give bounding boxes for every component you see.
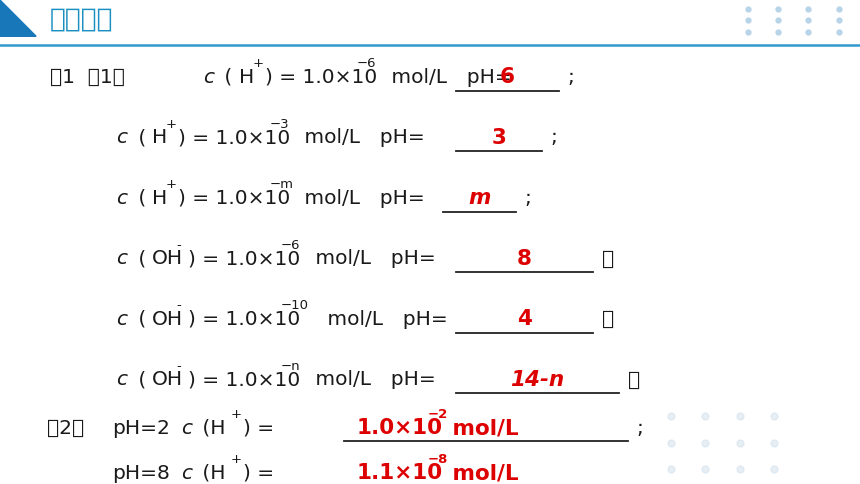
Text: 1.1×10: 1.1×10 <box>357 463 443 484</box>
Text: pH=: pH= <box>390 310 447 329</box>
Text: ) =: ) = <box>243 464 273 483</box>
Text: 。: 。 <box>628 370 640 390</box>
Text: −2: −2 <box>427 408 448 421</box>
Text: （2）: （2） <box>47 419 84 438</box>
Text: ) =: ) = <box>243 419 273 438</box>
Text: 典例解析: 典例解析 <box>50 6 114 32</box>
Text: c: c <box>116 310 127 329</box>
Text: pH=: pH= <box>378 370 435 390</box>
Text: mol/L: mol/L <box>298 189 360 208</box>
Text: -: - <box>176 360 181 373</box>
Text: (: ( <box>218 68 233 87</box>
Text: mol/L: mol/L <box>309 249 371 269</box>
Text: m: m <box>468 188 491 209</box>
Text: -: - <box>176 300 181 312</box>
Text: (: ( <box>132 310 146 329</box>
Text: −10: −10 <box>280 300 309 312</box>
Text: OH: OH <box>152 249 183 269</box>
Text: pH=: pH= <box>454 68 512 87</box>
Text: (: ( <box>132 128 146 148</box>
Text: +: + <box>166 179 177 191</box>
Text: mol/L: mol/L <box>298 128 360 148</box>
Text: c: c <box>181 419 192 438</box>
Text: ) = 1.0×10: ) = 1.0×10 <box>178 128 291 148</box>
Text: c: c <box>116 370 127 390</box>
Text: (H: (H <box>196 419 225 438</box>
Text: mol/L: mol/L <box>385 68 447 87</box>
Text: pH=: pH= <box>367 128 425 148</box>
Text: −n: −n <box>280 360 300 373</box>
Polygon shape <box>0 0 36 36</box>
Text: +: + <box>253 58 264 70</box>
Text: 8: 8 <box>517 249 532 269</box>
Text: H: H <box>152 189 168 208</box>
Text: (: ( <box>132 189 146 208</box>
Text: 。: 。 <box>602 310 614 329</box>
Text: ;: ; <box>568 68 574 87</box>
Text: 14-n: 14-n <box>511 370 564 390</box>
Text: −m: −m <box>270 179 294 191</box>
Text: OH: OH <box>152 310 183 329</box>
Text: pH=2: pH=2 <box>112 419 169 438</box>
Text: ) = 1.0×10: ) = 1.0×10 <box>188 249 301 269</box>
Text: −6: −6 <box>280 239 300 252</box>
Text: +: + <box>230 408 242 421</box>
Text: (: ( <box>132 249 146 269</box>
Text: 1.0×10: 1.0×10 <box>357 418 443 439</box>
Text: (: ( <box>132 370 146 390</box>
Text: -: - <box>176 239 181 252</box>
Text: +: + <box>166 118 177 131</box>
Text: H: H <box>152 128 168 148</box>
Text: ) = 1.0×10: ) = 1.0×10 <box>188 370 301 390</box>
Text: mol/L: mol/L <box>445 463 519 484</box>
Text: c: c <box>116 128 127 148</box>
Text: c: c <box>116 249 127 269</box>
Text: pH=: pH= <box>367 189 425 208</box>
Text: H: H <box>239 68 255 87</box>
Text: ;: ; <box>525 189 531 208</box>
Text: c: c <box>203 68 214 87</box>
Text: 。: 。 <box>602 249 614 269</box>
Text: mol/L: mol/L <box>321 310 383 329</box>
Text: ;: ; <box>550 128 557 148</box>
Text: (H: (H <box>196 464 225 483</box>
Text: c: c <box>181 464 192 483</box>
Text: −3: −3 <box>270 118 290 131</box>
Text: −6: −6 <box>357 58 377 70</box>
Text: pH=: pH= <box>378 249 435 269</box>
Text: 4: 4 <box>517 309 532 330</box>
Text: ) = 1.0×10: ) = 1.0×10 <box>188 310 301 329</box>
Text: 例1  （1）: 例1 （1） <box>50 68 138 87</box>
Text: pH=8: pH=8 <box>112 464 169 483</box>
Text: 3: 3 <box>491 128 507 148</box>
Text: ) = 1.0×10: ) = 1.0×10 <box>265 68 378 87</box>
Text: ;: ; <box>636 419 643 438</box>
Text: ) = 1.0×10: ) = 1.0×10 <box>178 189 291 208</box>
Text: c: c <box>116 189 127 208</box>
Text: +: + <box>230 454 242 466</box>
Text: −8: −8 <box>427 454 448 466</box>
Text: 6: 6 <box>500 67 515 88</box>
Text: mol/L: mol/L <box>309 370 371 390</box>
Text: OH: OH <box>152 370 183 390</box>
Text: mol/L: mol/L <box>445 418 519 439</box>
